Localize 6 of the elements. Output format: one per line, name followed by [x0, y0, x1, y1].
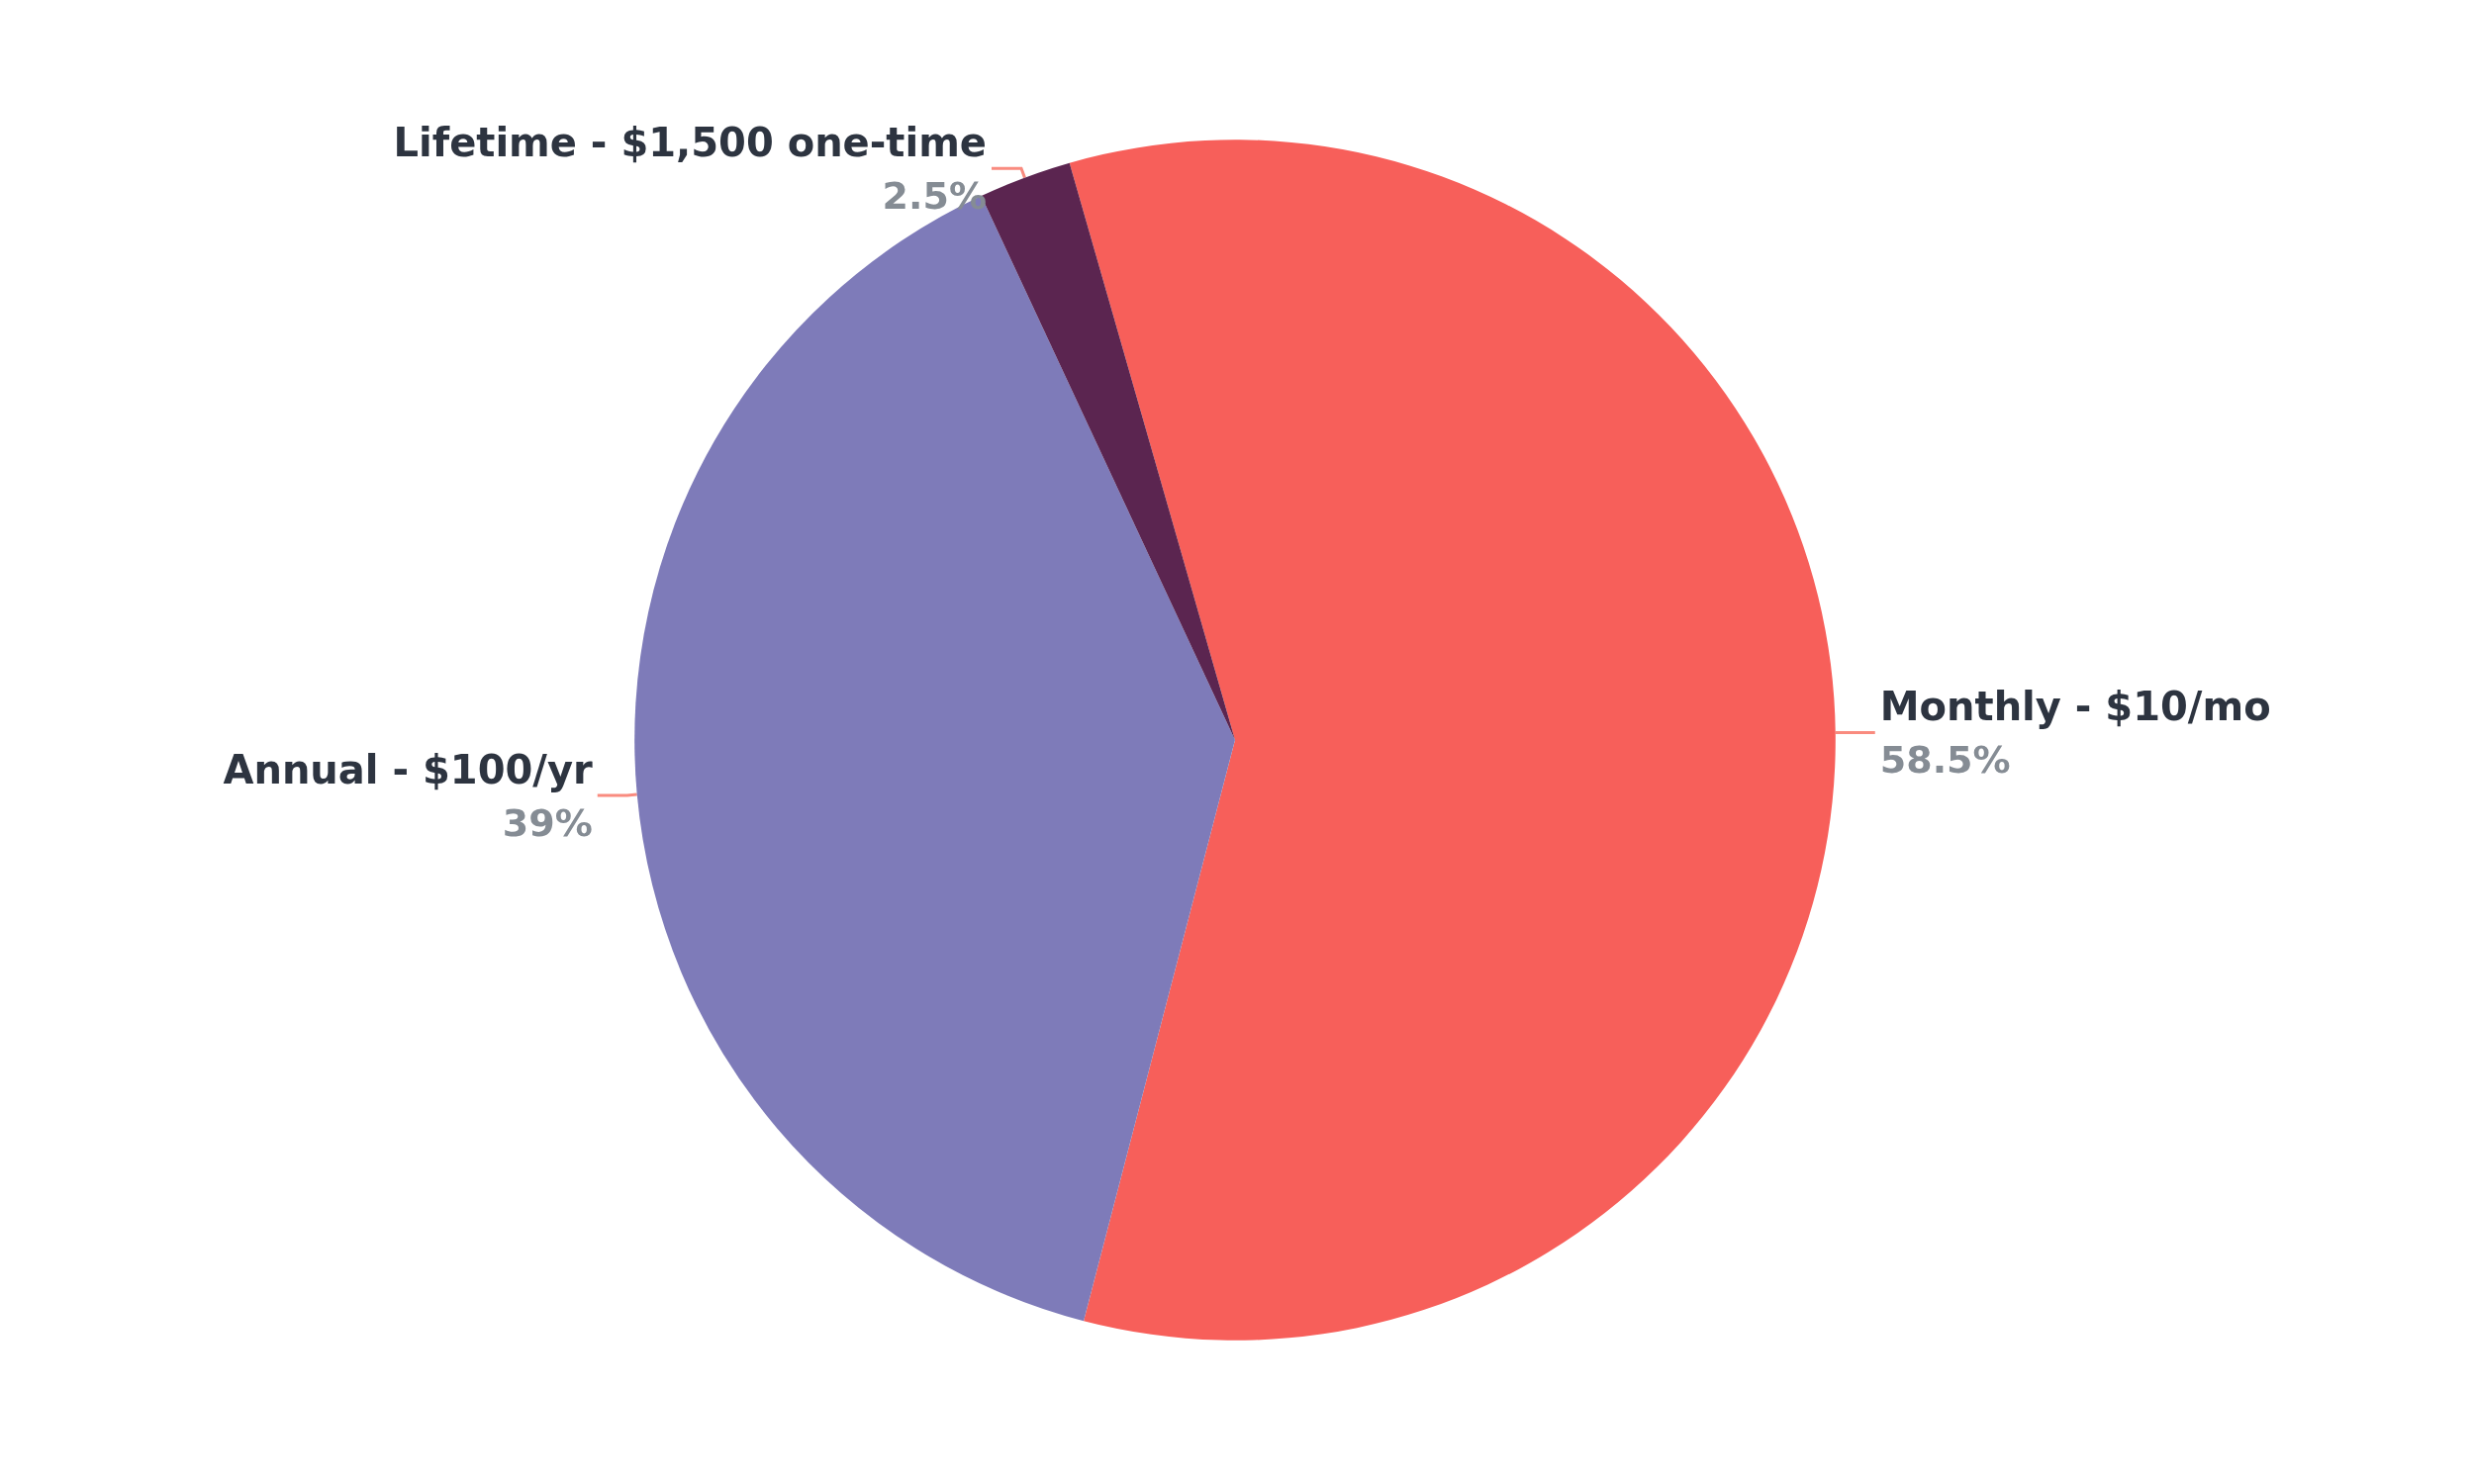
- slice-label: Lifetime - $1,500 one-time: [393, 120, 987, 166]
- slice-label: Monthly - $10/mo: [1879, 684, 2271, 730]
- slice-label: Annual - $100/yr: [223, 746, 594, 792]
- data-label: 39%: [502, 800, 593, 845]
- data-label: 2.5%: [882, 174, 987, 219]
- data-label: 58.5%: [1879, 738, 2011, 783]
